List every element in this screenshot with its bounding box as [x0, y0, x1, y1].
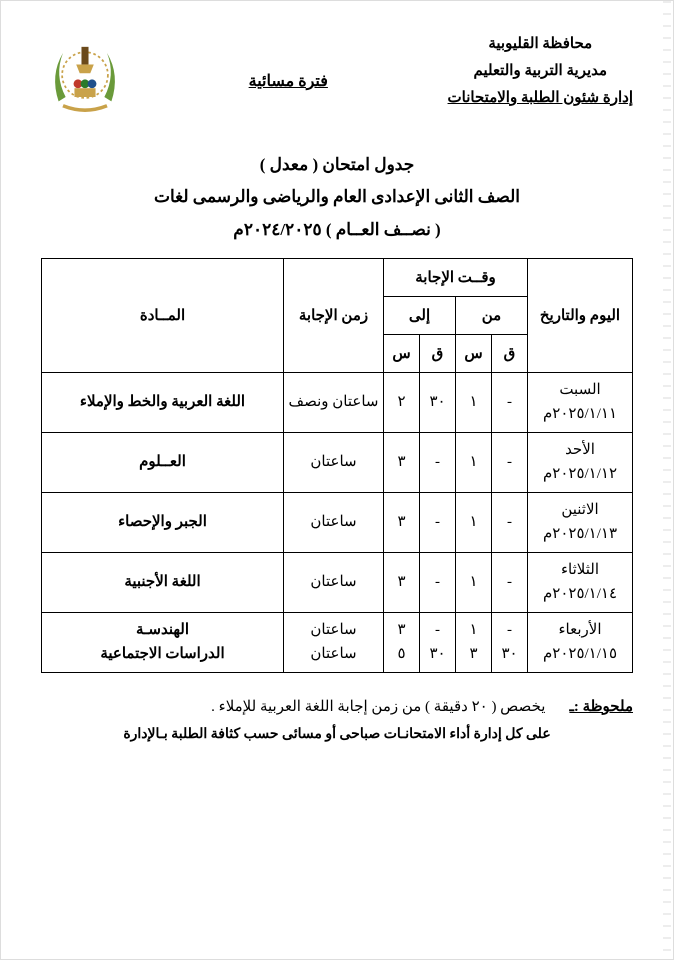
th-date: اليوم والتاريخ: [528, 258, 633, 372]
th-to-s: س: [384, 334, 420, 372]
title-line-1: جدول امتحان ( معدل ): [41, 149, 633, 181]
cell-date: السبت٢٠٢٥/١/١١م: [528, 372, 633, 432]
th-duration: زمن الإجابة: [284, 258, 384, 372]
cell-from-q: -٣٠: [492, 612, 528, 672]
cell-duration: ساعتانساعتان: [284, 612, 384, 672]
cell-to-s: ٢: [384, 372, 420, 432]
cell-subject: اللغة الأجنبية: [42, 552, 284, 612]
header-line-governorate: محافظة القليوبية: [448, 31, 633, 58]
table-row: الأحد٢٠٢٥/١/١٢م-١-٣ساعتانالعــلوم: [42, 432, 633, 492]
cell-from-s: ١: [456, 492, 492, 552]
header-line-department: إدارة شئون الطلبة والامتحانات: [448, 85, 633, 112]
logo-emblem: [41, 31, 129, 119]
th-from: من: [456, 296, 528, 334]
cell-subject: العــلوم: [42, 432, 284, 492]
exam-table: اليوم والتاريخ وقــت الإجابة زمن الإجابة…: [41, 258, 633, 673]
cell-subject: الهندسـةالدراسات الاجتماعية: [42, 612, 284, 672]
session-label: فترة مسائية: [249, 31, 328, 91]
note-label: ملحوظة :ـ: [569, 697, 633, 716]
header-org: محافظة القليوبية مديرية التربية والتعليم…: [448, 31, 633, 112]
cell-from-q: -: [492, 552, 528, 612]
cell-duration: ساعتان: [284, 432, 384, 492]
cell-to-s: ٣: [384, 432, 420, 492]
cell-date: الاثنين٢٠٢٥/١/١٣م: [528, 492, 633, 552]
cell-date: الأحد٢٠٢٥/١/١٢م: [528, 432, 633, 492]
cell-date: الأربعاء٢٠٢٥/١/١٥م: [528, 612, 633, 672]
cell-duration: ساعتان ونصف: [284, 372, 384, 432]
cell-from-s: ١: [456, 552, 492, 612]
page: محافظة القليوبية مديرية التربية والتعليم…: [0, 0, 674, 960]
title-block: جدول امتحان ( معدل ) الصف الثانى الإعداد…: [41, 149, 633, 246]
cell-from-q: -: [492, 372, 528, 432]
cell-duration: ساعتان: [284, 552, 384, 612]
cell-to-q: -: [420, 432, 456, 492]
edge-marks: [663, 1, 671, 959]
cell-to-s: ٣٥: [384, 612, 420, 672]
notes: ملحوظة :ـ يخصص ( ٢٠ دقيقة ) من زمن إجابة…: [41, 697, 633, 743]
table-row: الأربعاء٢٠٢٥/١/١٥م-٣٠١٣-٣٠٣٥ساعتانساعتان…: [42, 612, 633, 672]
table-row: الاثنين٢٠٢٥/١/١٣م-١-٣ساعتانالجبر والإحصا…: [42, 492, 633, 552]
note-body-2: على كل إدارة أداء الامتحانـات صباحى أو م…: [41, 726, 633, 743]
th-time: وقــت الإجابة: [384, 258, 528, 296]
th-to: إلى: [384, 296, 456, 334]
cell-to-q: ٣٠: [420, 372, 456, 432]
title-line-2: الصف الثانى الإعدادى العام والرياضى والر…: [41, 181, 633, 213]
table-row: السبت٢٠٢٥/١/١١م-١٣٠٢ساعتان ونصفاللغة الع…: [42, 372, 633, 432]
header: محافظة القليوبية مديرية التربية والتعليم…: [41, 31, 633, 119]
cell-date: الثلاثاء٢٠٢٥/١/١٤م: [528, 552, 633, 612]
th-from-q: ق: [492, 334, 528, 372]
th-to-q: ق: [420, 334, 456, 372]
table-row: الثلاثاء٢٠٢٥/١/١٤م-١-٣ساعتاناللغة الأجنب…: [42, 552, 633, 612]
cell-from-s: ١: [456, 432, 492, 492]
cell-to-s: ٣: [384, 492, 420, 552]
cell-duration: ساعتان: [284, 492, 384, 552]
note-body-1: يخصص ( ٢٠ دقيقة ) من زمن إجابة اللغة الع…: [211, 697, 545, 716]
cell-subject: الجبر والإحصاء: [42, 492, 284, 552]
th-subject: المــادة: [42, 258, 284, 372]
title-line-3: ( نصــف العــام ) ٢٠٢٤/٢٠٢٥م: [41, 214, 633, 246]
cell-subject: اللغة العربية والخط والإملاء: [42, 372, 284, 432]
cell-from-q: -: [492, 432, 528, 492]
cell-from-s: ١٣: [456, 612, 492, 672]
cell-from-q: -: [492, 492, 528, 552]
cell-to-q: -: [420, 492, 456, 552]
header-line-directorate: مديرية التربية والتعليم: [448, 58, 633, 85]
cell-to-q: -: [420, 552, 456, 612]
cell-from-s: ١: [456, 372, 492, 432]
th-from-s: س: [456, 334, 492, 372]
cell-to-q: -٣٠: [420, 612, 456, 672]
cell-to-s: ٣: [384, 552, 420, 612]
